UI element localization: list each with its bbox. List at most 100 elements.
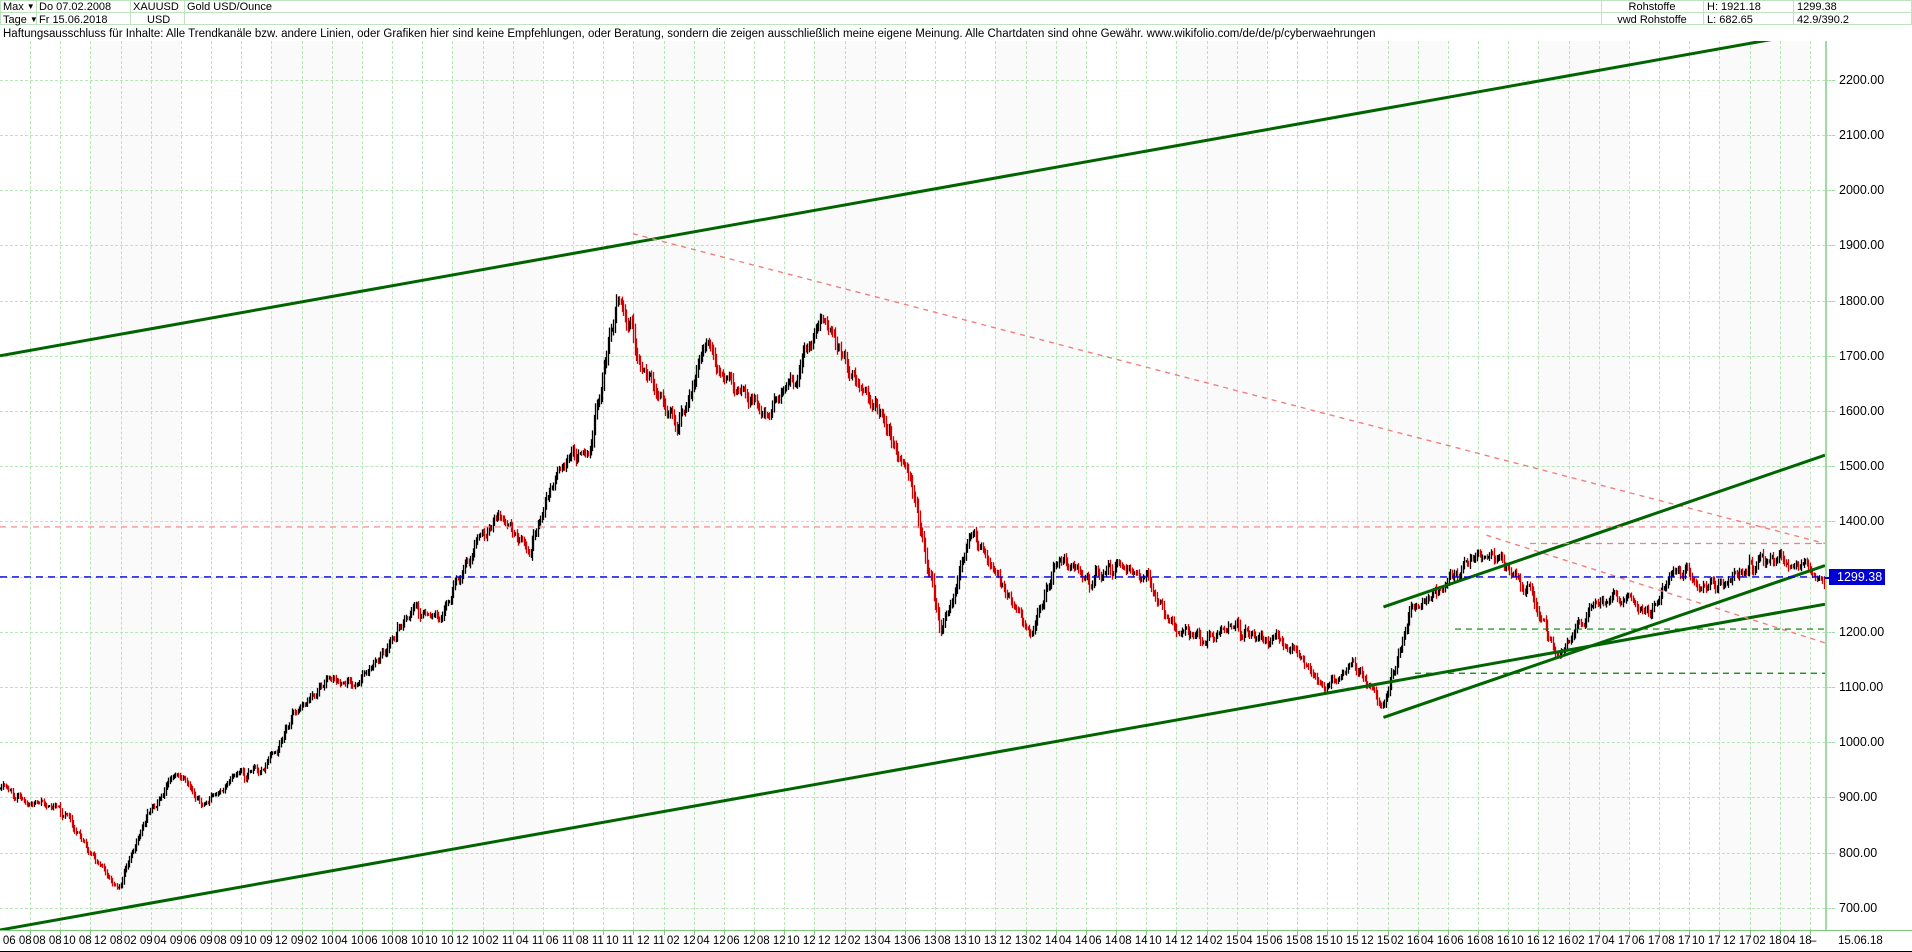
date-axis-tick xyxy=(513,930,514,935)
change-label: 42.9/390.2 xyxy=(1797,14,1849,26)
date-axis-label: 06 11 xyxy=(545,935,574,947)
grid-line-vertical xyxy=(1207,41,1208,930)
grid-line-vertical xyxy=(1418,41,1419,930)
grid-line-vertical xyxy=(121,41,122,930)
grid-line-horizontal xyxy=(0,908,1825,909)
date-axis-tick xyxy=(1689,930,1690,935)
grid-line-horizontal xyxy=(0,687,1825,688)
grid-line-vertical xyxy=(1629,41,1630,930)
date-axis-tick xyxy=(664,930,665,935)
lower-channel-line xyxy=(0,602,1825,930)
date-to[interactable]: Fr 15.06.2018 xyxy=(39,14,108,26)
grid-line-vertical xyxy=(241,41,242,930)
date-axis-label: 04 18 xyxy=(1782,935,1812,947)
grid-line-vertical xyxy=(332,41,333,930)
date-axis-label: 08 15 xyxy=(1299,935,1329,947)
date-axis-label: 06 17 xyxy=(1631,935,1661,947)
date-axis-label: 08 10 xyxy=(394,935,424,947)
grid-line-vertical xyxy=(694,41,695,930)
grid-line-vertical xyxy=(543,41,544,930)
price-axis-tick xyxy=(1825,797,1835,798)
date-axis-tick xyxy=(1750,930,1751,935)
date-axis-tick xyxy=(1448,930,1449,935)
date-axis-tick xyxy=(30,930,31,935)
date-axis-label: 06 10 xyxy=(364,935,394,947)
date-from[interactable]: Do 07.02.2008 xyxy=(39,1,112,13)
date-axis-last-label: 15.06.18 xyxy=(1838,935,1883,947)
price-axis-label: 800.00 xyxy=(1839,846,1878,860)
grid-line-horizontal xyxy=(0,135,1825,136)
price-axis-label: 700.00 xyxy=(1839,901,1878,915)
date-axis-tick xyxy=(1056,930,1057,935)
grid-line-vertical xyxy=(483,41,484,930)
date-axis-label: 02 14 xyxy=(1028,935,1058,947)
grid-line-vertical xyxy=(1297,41,1298,930)
interval-selector-label: Tage xyxy=(3,14,27,26)
price-axis-label: 2000.00 xyxy=(1839,183,1885,197)
date-axis-tick xyxy=(90,930,91,935)
date-axis-label: 10 15 xyxy=(1329,935,1359,947)
date-axis-tick xyxy=(422,930,423,935)
date-axis-tick xyxy=(332,930,333,935)
date-axis-tick xyxy=(1478,930,1479,935)
date-axis-label: 04 17 xyxy=(1601,935,1631,947)
grid-line-vertical xyxy=(1750,41,1751,930)
grid-line-horizontal xyxy=(0,411,1825,412)
date-axis-label: 12 08 xyxy=(93,935,123,947)
date-axis-tick xyxy=(905,930,906,935)
inner-support-line xyxy=(1382,564,1825,719)
grid-line-vertical xyxy=(452,41,453,930)
date-axis-label: 04 14 xyxy=(1058,935,1088,947)
date-axis-label: 08 16 xyxy=(1480,935,1510,947)
price-axis-tick xyxy=(1825,411,1835,412)
price-axis-label: 2100.00 xyxy=(1839,128,1885,142)
date-axis-label: 06 15 xyxy=(1269,935,1299,947)
primary-downtrend-line xyxy=(632,233,1825,545)
date-axis-tick xyxy=(1327,930,1328,935)
date-axis-label: 12 16 xyxy=(1541,935,1571,947)
date-axis-tick xyxy=(1388,930,1389,935)
date-axis-tick xyxy=(543,930,544,935)
date-axis-tick xyxy=(60,930,61,935)
grid-line-vertical xyxy=(845,41,846,930)
symbol-label: XAUUSD xyxy=(133,1,179,13)
chevron-down-icon: ▼ xyxy=(29,15,38,25)
date-axis-label: 06 09 xyxy=(183,935,213,947)
grid-band xyxy=(995,41,1085,930)
date-axis-tick xyxy=(1780,930,1781,935)
date-axis-label: 02 09 xyxy=(123,935,153,947)
grid-line-vertical xyxy=(603,41,604,930)
grid-line-horizontal xyxy=(0,301,1825,302)
date-axis-label: 04 16 xyxy=(1420,935,1450,947)
grid-line-vertical xyxy=(1237,41,1238,930)
period-high-label: H: 1921.18 xyxy=(1707,1,1761,13)
grid-line-vertical xyxy=(664,41,665,930)
grid-line-vertical xyxy=(422,41,423,930)
period-selector[interactable]: Max ▼ xyxy=(3,1,35,13)
grid-line-vertical xyxy=(362,41,363,930)
date-axis-label: 10 13 xyxy=(967,935,997,947)
price-axis-label: 1200.00 xyxy=(1839,625,1885,639)
date-axis-label: 02 15 xyxy=(1209,935,1239,947)
grid-line-vertical xyxy=(302,41,303,930)
chart-plot-area[interactable] xyxy=(0,41,1825,930)
grid-line-vertical xyxy=(1026,41,1027,930)
date-axis-label: 10 12 xyxy=(786,935,816,947)
grid-line-vertical xyxy=(1569,41,1570,930)
date-axis-separator: – xyxy=(1810,935,1817,947)
date-axis[interactable]: 06 08 08 08 10 08 12 08 02 09 04 09 06 09 08 09… xyxy=(0,930,1912,952)
price-axis-tick xyxy=(1825,632,1835,633)
price-axis-tick xyxy=(1825,908,1835,909)
date-axis-tick xyxy=(1629,930,1630,935)
group-sub-label: vwd Rohstoffe xyxy=(1617,14,1687,26)
price-axis[interactable]: (c)Tai-Pan 700.00800.00900.001000.001100… xyxy=(1825,41,1912,930)
interval-selector[interactable]: Tage ▼ xyxy=(3,14,38,26)
date-axis-label: 04 13 xyxy=(877,935,907,947)
grid-band xyxy=(1538,41,1628,930)
grid-line-vertical xyxy=(875,41,876,930)
price-axis-label: 1900.00 xyxy=(1839,238,1885,252)
date-axis-tick xyxy=(995,930,996,935)
grid-line-vertical xyxy=(724,41,725,930)
grid-line-vertical xyxy=(90,41,91,930)
grid-line-vertical xyxy=(1659,41,1660,930)
